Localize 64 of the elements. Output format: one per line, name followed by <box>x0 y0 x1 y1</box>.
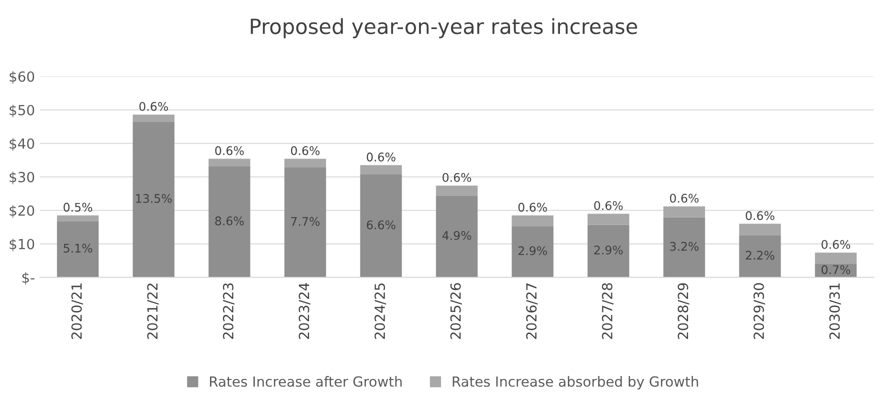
annotation: 4.9% <box>442 231 472 240</box>
bar <box>56 221 99 278</box>
x-tick-label: 2020/21 <box>71 284 83 339</box>
bar <box>56 215 99 222</box>
annotation: 6.6% <box>366 220 396 230</box>
bar <box>360 174 402 278</box>
annotation: 0.7% <box>822 265 850 274</box>
annotation: 0.6% <box>822 240 850 249</box>
annotation: 2.9% <box>518 246 547 256</box>
x-tick-label: 2025/26 <box>450 283 462 339</box>
y-tick-label: $10 <box>10 238 34 252</box>
bar <box>663 217 706 278</box>
annotation: 5.1% <box>64 244 92 253</box>
y-tick-label: $40 <box>10 138 34 151</box>
y-tick-label: $20 <box>10 205 34 218</box>
annotation: 13.5% <box>136 194 172 203</box>
legend-label: Rates Increase absorbed by Growth <box>452 376 698 390</box>
x-tick-label: 2023/24 <box>298 283 310 339</box>
x-tick-label: 2027/28 <box>602 283 614 339</box>
bar <box>663 206 706 218</box>
y-tick-label: $- <box>22 272 34 285</box>
annotation: 0.6% <box>366 152 396 162</box>
annotation: 0.6% <box>215 146 244 156</box>
annotation: 0.6% <box>746 211 774 220</box>
x-tick-label: 2022/23 <box>222 283 235 339</box>
bar <box>360 165 402 175</box>
bar <box>512 226 554 278</box>
annotation: 0.6% <box>518 202 547 212</box>
y-tick-label: $30 <box>10 172 34 184</box>
x-tick-label: 2021/22 <box>147 284 159 339</box>
bar <box>739 235 781 278</box>
bar <box>814 252 857 264</box>
annotation: 0.6% <box>139 102 168 111</box>
legend-label: Rates Increase after Growth <box>210 376 402 387</box>
x-tick-label: 2030/31 <box>829 284 841 339</box>
bar <box>132 122 174 278</box>
bar <box>588 214 630 225</box>
annotation: 0.5% <box>64 202 92 212</box>
bar <box>284 158 326 168</box>
bar <box>512 215 554 226</box>
bar <box>132 114 174 122</box>
annotation: 0.6% <box>670 194 699 203</box>
bar <box>208 166 250 278</box>
annotation: 0.6% <box>290 146 320 156</box>
annotation: 7.7% <box>291 216 320 226</box>
annotation: 3.2% <box>670 242 699 251</box>
y-tick-label: $50 <box>10 104 34 118</box>
bar <box>436 186 478 196</box>
x-tick-label: 2026/27 <box>526 283 538 339</box>
annotation: 8.6% <box>215 216 244 226</box>
bar <box>208 158 250 166</box>
bar <box>588 224 630 278</box>
annotation: 2.9% <box>594 246 623 255</box>
bar <box>284 168 326 278</box>
x-tick-label: 2028/29 <box>678 283 690 339</box>
y-tick-label: $60 <box>10 71 34 84</box>
x-tick-label: 2029/30 <box>754 283 766 339</box>
x-tick-label: 2024/25 <box>374 283 386 339</box>
chart-title: Proposed year-on-year rates increase <box>250 18 638 38</box>
annotation: 0.6% <box>594 201 623 210</box>
annotation: 0.6% <box>442 172 472 182</box>
bar <box>739 224 781 236</box>
bar <box>436 196 478 278</box>
annotation: 2.2% <box>746 250 774 260</box>
